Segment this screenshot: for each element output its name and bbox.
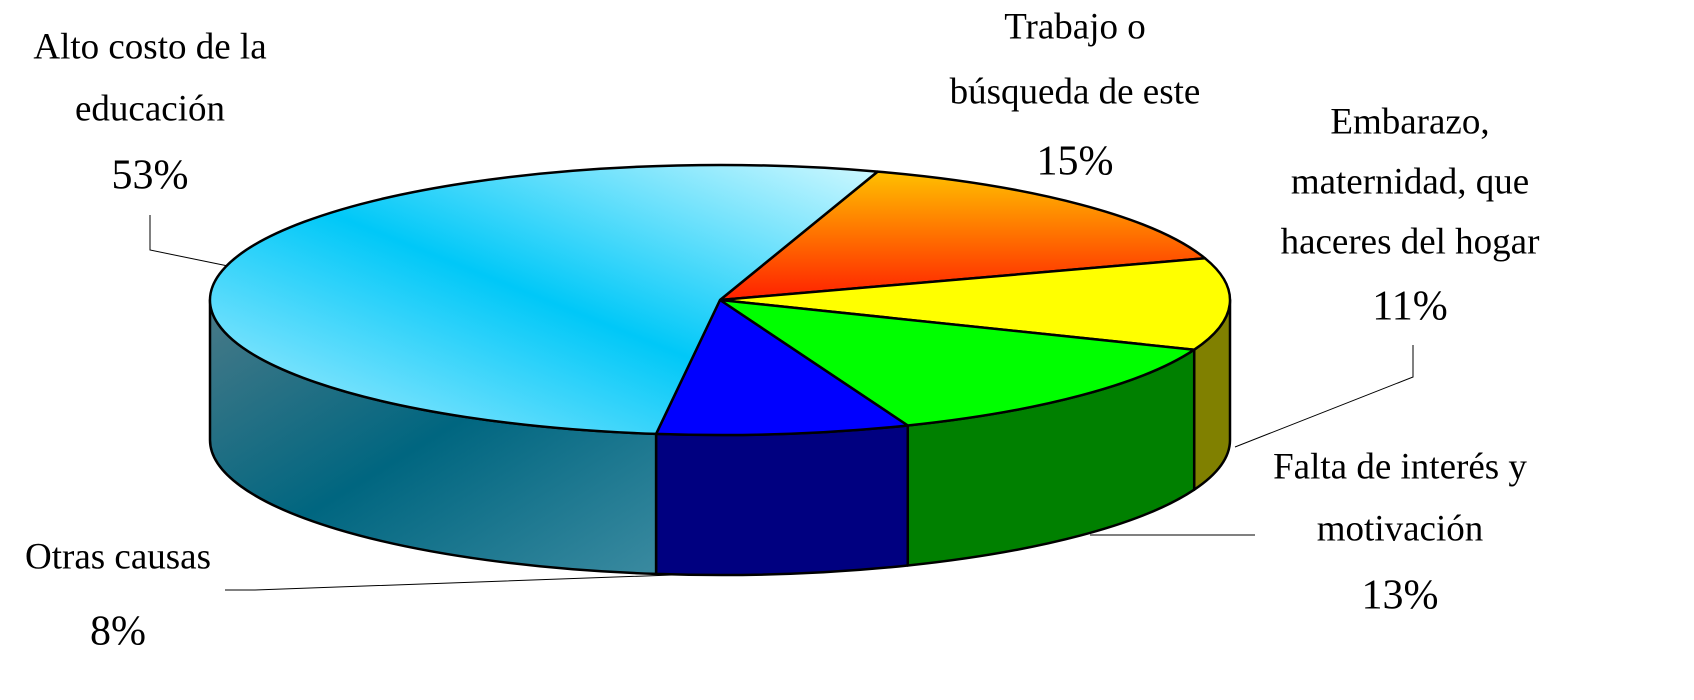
slice-label: educación bbox=[75, 88, 225, 129]
leader-line bbox=[225, 574, 673, 591]
slice-value-label: 15% bbox=[1037, 139, 1114, 185]
pie-slice bbox=[718, 257, 1232, 351]
pie-slice bbox=[654, 298, 909, 437]
pie-slice bbox=[718, 298, 1196, 427]
slice-value-label: 8% bbox=[90, 609, 146, 655]
slice-value-label: 53% bbox=[112, 153, 189, 199]
slice-label: Falta de interés y bbox=[1273, 446, 1527, 487]
slice-label: Trabajo o bbox=[1004, 6, 1146, 47]
slice-label: Otras causas bbox=[25, 536, 211, 577]
pie-side bbox=[654, 424, 909, 577]
leader-line bbox=[149, 215, 229, 267]
slice-label: Embarazo, bbox=[1330, 101, 1489, 142]
leader-line bbox=[1234, 345, 1414, 448]
slice-value-label: 13% bbox=[1362, 573, 1439, 619]
slice-label: motivación bbox=[1317, 508, 1483, 549]
pie bbox=[208, 163, 1232, 577]
slice-label: Alto costo de la bbox=[33, 26, 266, 67]
slice-label: haceres del hogar bbox=[1281, 221, 1540, 262]
slice-label: búsqueda de este bbox=[950, 71, 1201, 112]
slice-value-label: 11% bbox=[1372, 284, 1447, 330]
slice-label: maternidad, que bbox=[1291, 161, 1529, 202]
pie-slice bbox=[208, 163, 879, 436]
labels: Trabajo o búsqueda de este 15% Embarazo, mat… bbox=[25, 6, 1539, 654]
